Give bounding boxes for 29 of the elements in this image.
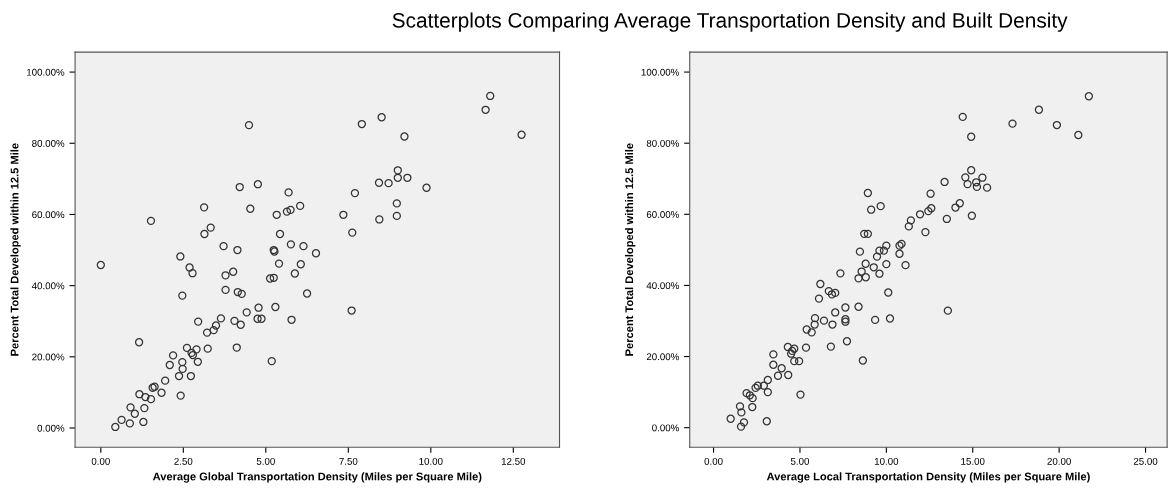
x-tick-label: 12.50: [501, 457, 526, 465]
x-tick-label: 10.00: [874, 457, 899, 465]
y-tick-label: 0.00%: [652, 424, 679, 432]
y-axis-title: Percent Total Developed within 12.5 Mile: [625, 143, 636, 356]
x-tick-label: 5.00: [256, 457, 275, 465]
y-tick-label: 40.00%: [31, 282, 65, 290]
x-axis-title: Average Local Transportation Density (Miles per Square Mile): [766, 472, 1090, 483]
x-tick-label: 10.00: [419, 457, 443, 465]
x-tick-label: 0.00: [704, 457, 723, 465]
y-axis-title: Percent Total Developed within 12.5 Mile: [10, 143, 21, 356]
y-tick-label: 60.00%: [32, 211, 65, 219]
y-tick-label: 20.00%: [32, 353, 65, 361]
y-tick-label: 20.00%: [646, 353, 679, 361]
x-tick-label: 5.00: [790, 457, 810, 465]
y-tick-label: 60.00%: [646, 211, 679, 218]
x-tick-label: 2.50: [174, 457, 193, 465]
x-tick-label: 0.00: [91, 457, 110, 465]
x-axis-title: Average Global Transportation Density (Miles per Square Mile): [152, 472, 482, 483]
y-tick-label: 40.00%: [646, 282, 679, 290]
x-tick-label: 20.00: [1047, 457, 1071, 465]
text: Scatterplots Comparing Average Transportation Density and Built Density: [392, 12, 1068, 32]
y-tick-label: 100.00%: [641, 68, 679, 76]
y-tick-label: 100.00%: [27, 68, 65, 76]
x-tick-label: 25.00: [1133, 457, 1158, 465]
y-tick-label: 80.00%: [32, 140, 65, 147]
x-tick-label: 7.50: [339, 457, 358, 465]
y-tick-label: 80.00%: [646, 139, 679, 147]
y-tick-label: 0.00%: [37, 424, 65, 432]
x-tick-label: 15.00: [961, 457, 985, 465]
